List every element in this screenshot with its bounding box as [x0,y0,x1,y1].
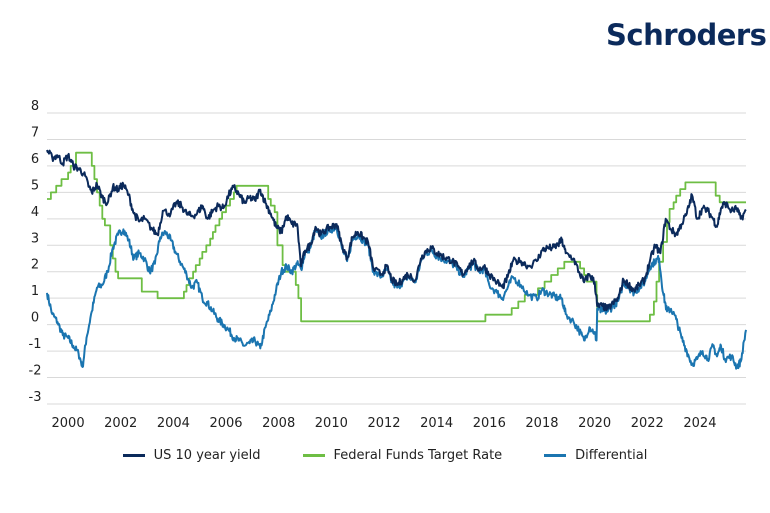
y-tick-label: 1 [31,284,39,299]
legend-item-fed-funds-rate: Federal Funds Target Rate [302,448,503,463]
legend: US 10 year yield Federal Funds Target Ra… [0,448,770,463]
y-tick-label: 4 [31,205,39,220]
y-tick-label: 5 [31,178,39,193]
x-tick-label: 2004 [157,416,190,431]
series-lines [46,149,747,370]
series-line-us-10-year-yield [46,149,747,312]
legend-item-us-10-year-yield: US 10 year yield [122,448,261,463]
y-tick-label: -2 [29,364,42,379]
legend-label: Differential [575,448,648,463]
y-tick-label: 2 [31,258,39,273]
y-tick-label: 6 [31,152,39,167]
x-tick-label: 2008 [262,416,295,431]
x-tick-label: 2014 [420,416,453,431]
y-tick-label: -3 [29,390,42,405]
x-tick-label: 2024 [683,416,716,431]
y-tick-label: 8 [31,99,39,114]
y-tick-label: 7 [31,125,39,140]
schroders-logo: Schroders [606,18,767,52]
legend-swatch [544,454,567,457]
y-tick-label: 0 [31,311,39,326]
x-tick-label: 2020 [578,416,611,431]
x-tick-label: 2002 [104,416,137,431]
series-line-federal-funds-target-rate [47,151,746,323]
legend-label: Federal Funds Target Rate [333,448,503,463]
legend-label: US 10 year yield [153,448,261,463]
x-tick-label: 2006 [209,416,242,431]
x-tick-label: 2022 [631,416,664,431]
series-line-differential [46,225,747,370]
x-axis-ticks: 2000 2002 2004 2006 2008 2010 2012 2014 2016 2018… [52,416,717,431]
x-tick-label: 2012 [367,416,400,431]
x-tick-label: 2010 [315,416,348,431]
legend-swatch [302,454,325,457]
gridlines [47,112,746,405]
y-axis-ticks: 8 7 6 5 4 3 2 1 0 -1 -2 -3 [29,99,42,405]
y-tick-label: 3 [31,231,39,246]
x-tick-label: 2000 [52,416,85,431]
x-tick-label: 2018 [525,416,558,431]
legend-item-differential: Differential [544,448,647,463]
legend-swatch [122,454,145,457]
y-tick-label: -1 [29,337,42,352]
x-tick-label: 2016 [473,416,506,431]
